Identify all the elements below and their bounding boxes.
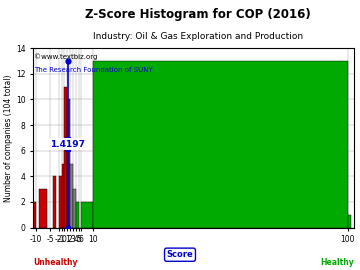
Bar [33, 202, 36, 228]
Text: Unhealthy: Unhealthy [33, 258, 78, 267]
Text: The Research Foundation of SUNY: The Research Foundation of SUNY [34, 68, 153, 73]
Bar [93, 61, 348, 228]
Bar [73, 189, 76, 228]
Y-axis label: Number of companies (104 total): Number of companies (104 total) [4, 74, 13, 202]
Bar [81, 202, 93, 228]
Text: Z-Score Histogram for COP (2016): Z-Score Histogram for COP (2016) [85, 8, 311, 21]
Bar [70, 164, 73, 228]
Text: Score: Score [167, 250, 193, 259]
Bar [76, 202, 78, 228]
Text: ©www.textbiz.org: ©www.textbiz.org [34, 53, 97, 60]
Bar [67, 99, 70, 228]
Bar [64, 87, 67, 228]
Text: Industry: Oil & Gas Exploration and Production: Industry: Oil & Gas Exploration and Prod… [93, 32, 303, 41]
Text: 1.4197: 1.4197 [50, 140, 85, 149]
Bar [62, 164, 64, 228]
Bar [59, 176, 62, 228]
Text: Healthy: Healthy [320, 258, 354, 267]
Bar [348, 215, 351, 228]
Bar [39, 189, 48, 228]
Bar [53, 176, 56, 228]
